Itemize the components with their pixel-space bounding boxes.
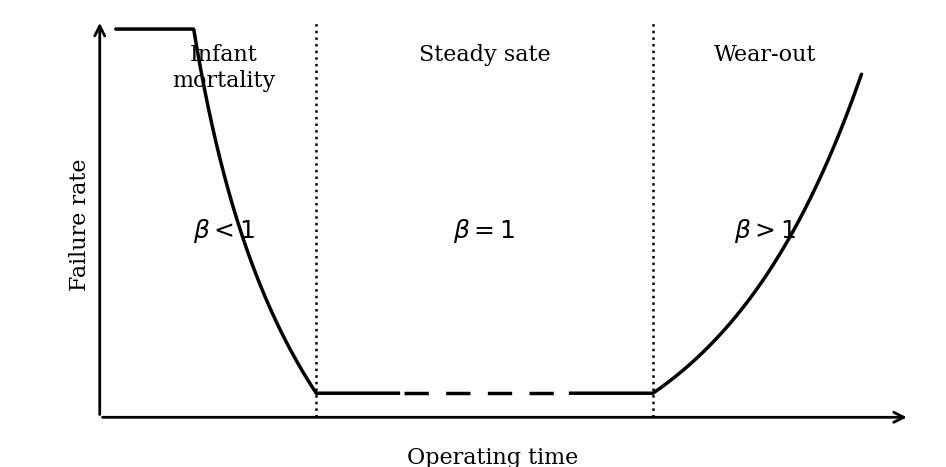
Text: $\beta=1$: $\beta=1$ xyxy=(453,217,516,245)
Text: Steady sate: Steady sate xyxy=(419,44,551,66)
Text: Infant
mortality: Infant mortality xyxy=(172,44,275,92)
Text: $\beta<1$: $\beta<1$ xyxy=(193,217,255,245)
Text: Failure rate: Failure rate xyxy=(69,158,91,291)
Text: Wear-out: Wear-out xyxy=(714,44,816,66)
Text: $\beta>1$: $\beta>1$ xyxy=(734,217,797,245)
Text: Operating time: Operating time xyxy=(407,447,578,467)
